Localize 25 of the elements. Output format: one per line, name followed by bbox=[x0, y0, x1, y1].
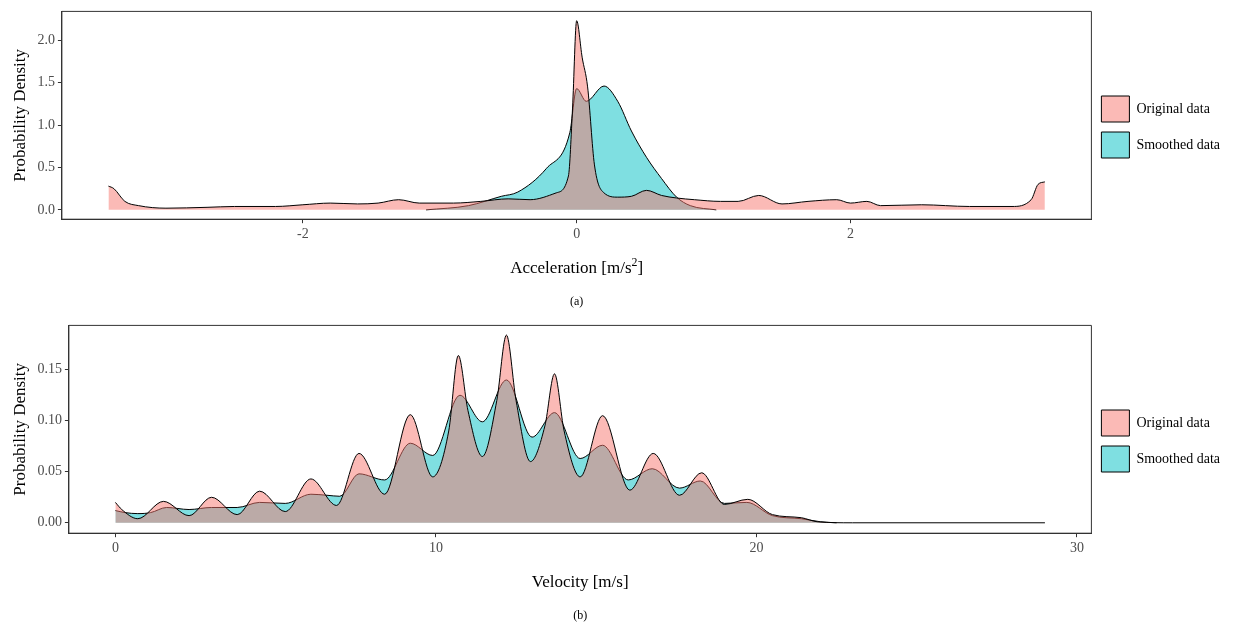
y-tick-label: 0.5 bbox=[37, 159, 55, 175]
y-tick-label: 2.0 bbox=[37, 31, 55, 47]
y-tick-label: 1.0 bbox=[37, 116, 55, 132]
legend-label: Original data bbox=[1136, 414, 1211, 430]
x-tick-label: 20 bbox=[749, 540, 764, 556]
y-tick-label: 0.05 bbox=[37, 463, 62, 479]
y-tick-label: 0.10 bbox=[37, 412, 62, 428]
x-tick-label: 30 bbox=[1069, 540, 1084, 556]
legend-label: Smoothed data bbox=[1136, 450, 1221, 466]
x-tick-label: 0 bbox=[573, 226, 581, 242]
y-axis-title: Probability Density bbox=[9, 48, 29, 182]
x-tick-label: 0 bbox=[111, 540, 119, 556]
x-tick-label: 10 bbox=[428, 540, 443, 556]
y-tick-label: 0.0 bbox=[37, 201, 55, 217]
legend-label: Smoothed data bbox=[1136, 136, 1221, 152]
text: (a) bbox=[569, 294, 584, 309]
y-tick-label: 0.15 bbox=[37, 361, 62, 377]
text: (b) bbox=[573, 608, 588, 623]
x-axis-title: Velocity [m/s] bbox=[531, 572, 629, 592]
y-tick-label: 0.00 bbox=[37, 514, 62, 530]
y-axis-title: Probability Density bbox=[9, 362, 29, 496]
x-tick-label: -2 bbox=[297, 226, 309, 242]
y-tick-label: 1.5 bbox=[37, 74, 55, 90]
x-tick-label: 2 bbox=[846, 226, 854, 242]
legend-label: Original data bbox=[1136, 100, 1211, 116]
